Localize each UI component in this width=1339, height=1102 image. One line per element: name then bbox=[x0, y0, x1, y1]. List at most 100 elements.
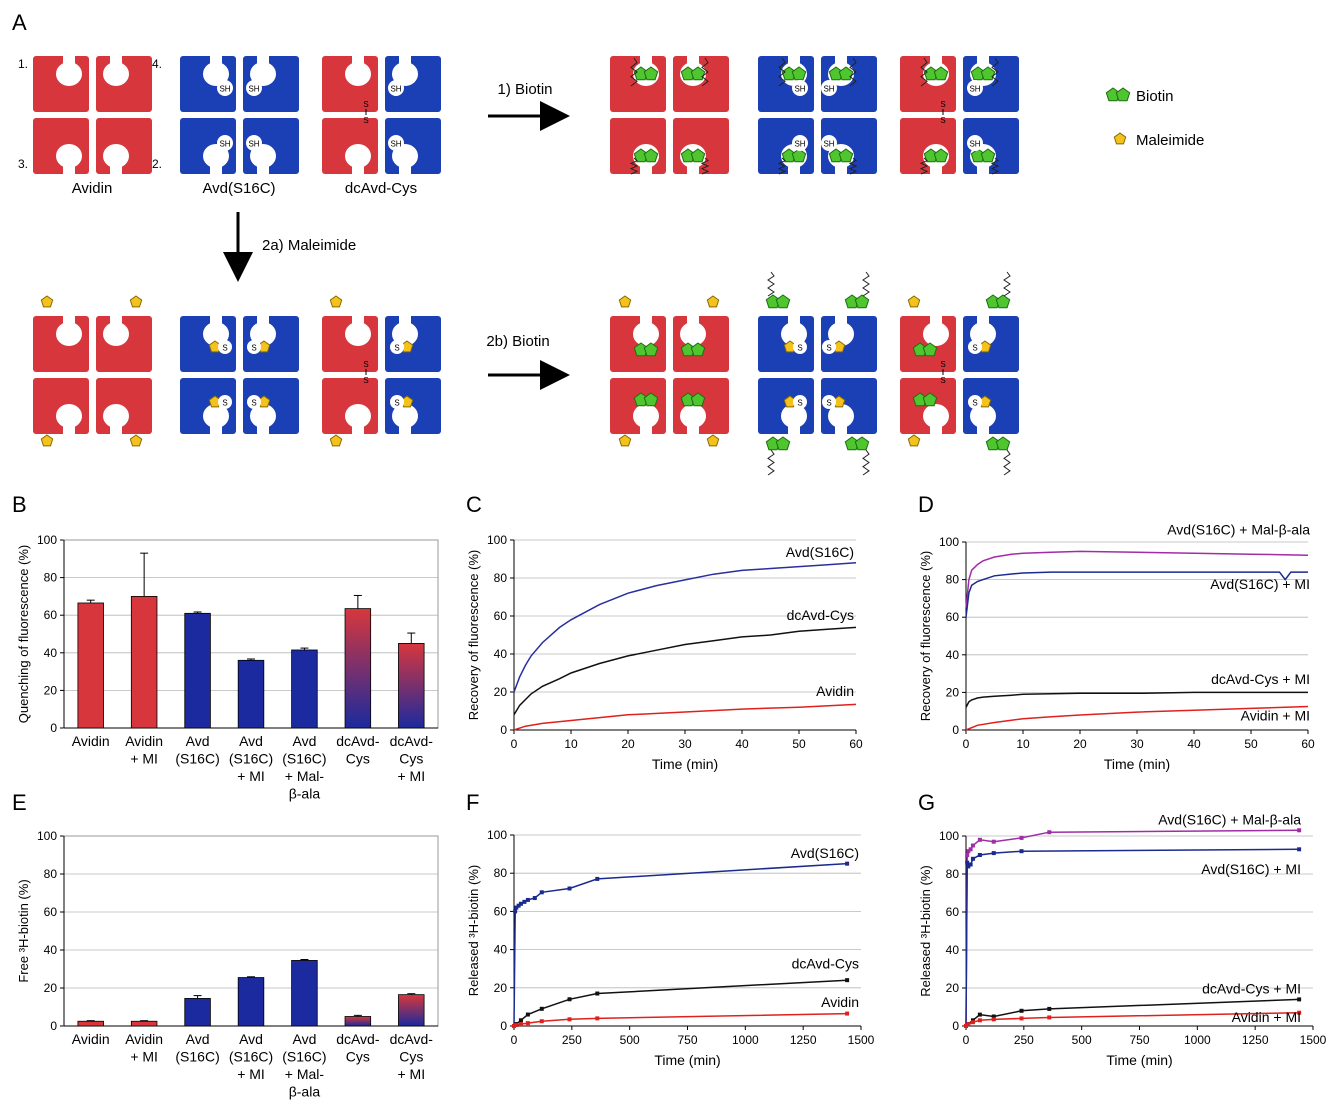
biotin-tail bbox=[629, 157, 639, 175]
biotin-ring bbox=[643, 392, 659, 407]
subunit bbox=[673, 118, 729, 174]
subunit-body bbox=[33, 118, 89, 174]
series-label: dcAvd-Cys + MI bbox=[1202, 981, 1301, 997]
category-label: Cys bbox=[399, 751, 423, 767]
thioether-group bbox=[218, 340, 232, 354]
subunit bbox=[180, 378, 236, 434]
biotin-tail bbox=[778, 57, 786, 87]
subunit-body bbox=[96, 56, 152, 112]
thiol-group bbox=[217, 80, 233, 96]
subunit-number: 4. bbox=[152, 57, 162, 71]
biotin-ring bbox=[690, 148, 706, 163]
thioether-label: S bbox=[394, 399, 399, 408]
series-marker bbox=[516, 903, 521, 908]
y-tick-label: 0 bbox=[50, 1019, 57, 1033]
series-marker bbox=[965, 860, 970, 865]
bar bbox=[344, 608, 372, 729]
series-marker bbox=[525, 1021, 530, 1026]
biotin-tail bbox=[991, 57, 999, 87]
category-label: Avd bbox=[186, 733, 210, 749]
thioether-label: S bbox=[797, 344, 802, 353]
y-axis-label: Recovery of fluorescence (%) bbox=[466, 550, 481, 721]
series-line bbox=[965, 571, 1308, 618]
series-line bbox=[513, 562, 857, 693]
biotin-tail bbox=[767, 449, 775, 476]
x-tick-label: 10 bbox=[1016, 737, 1030, 751]
y-tick-label: 80 bbox=[494, 571, 508, 585]
pocket-channel bbox=[687, 416, 699, 434]
y-tick-label: 80 bbox=[946, 573, 960, 587]
thioether-label: S bbox=[251, 344, 256, 353]
thioether-label: S bbox=[222, 344, 227, 353]
subunit bbox=[322, 316, 378, 372]
x-tick-label: 1250 bbox=[790, 1033, 817, 1047]
biotin-icon bbox=[765, 436, 791, 451]
y-axis-label: Quenching of fluorescence (%) bbox=[16, 545, 31, 723]
pocket-channel bbox=[210, 416, 222, 434]
series-line bbox=[965, 550, 1309, 608]
category-label: Cys bbox=[399, 1049, 423, 1065]
pocket-channel bbox=[63, 56, 75, 74]
y-tick-label: 100 bbox=[487, 828, 507, 842]
biotin-tail bbox=[862, 449, 870, 476]
y-tick-label: 100 bbox=[487, 533, 507, 547]
series-marker bbox=[970, 856, 975, 861]
category-label: Avidin bbox=[125, 1031, 163, 1047]
series-marker bbox=[514, 905, 519, 910]
biotin-tail bbox=[848, 157, 858, 175]
series-line bbox=[965, 705, 1309, 731]
subunit-number: 3. bbox=[18, 157, 28, 171]
disulfide-label: S bbox=[363, 360, 368, 369]
series-marker bbox=[525, 897, 530, 902]
category-label: (S16C) bbox=[175, 751, 219, 767]
x-tick-label: 1000 bbox=[732, 1033, 759, 1047]
thioether-label: S bbox=[797, 399, 802, 408]
series-marker bbox=[991, 1017, 996, 1022]
bar bbox=[77, 1020, 104, 1027]
subunit bbox=[180, 118, 236, 174]
series-marker bbox=[567, 886, 572, 891]
chart-panel-b: 0 20 40 60 80 100 Quenching of fluorescence (%… bbox=[16, 533, 439, 802]
bar bbox=[291, 649, 318, 729]
pocket-channel bbox=[210, 316, 222, 334]
pocket-channel bbox=[835, 416, 847, 434]
series-label: Avidin bbox=[816, 683, 854, 699]
series-marker bbox=[595, 991, 600, 996]
biotin-icon bbox=[633, 392, 659, 407]
protein-label: Avidin bbox=[72, 180, 113, 197]
biotin-ring bbox=[643, 342, 659, 357]
series-marker bbox=[845, 1011, 850, 1016]
subunit bbox=[963, 378, 1019, 434]
series-label: Avd(S16C) + MI bbox=[1210, 576, 1310, 592]
thiol-label: SH bbox=[248, 140, 259, 149]
series-label: Avidin + MI bbox=[1241, 708, 1310, 724]
subunit-body bbox=[96, 378, 152, 434]
thiol-label: SH bbox=[823, 85, 834, 94]
biotin-ring bbox=[791, 148, 807, 163]
subunit-body bbox=[322, 56, 378, 112]
pocket-channel bbox=[257, 316, 269, 334]
series-line bbox=[965, 691, 1308, 708]
category-label: dcAvd- bbox=[336, 733, 380, 749]
pocket-channel bbox=[257, 416, 269, 434]
subunit bbox=[180, 316, 236, 372]
bar bbox=[398, 643, 425, 729]
series-marker bbox=[1019, 835, 1024, 840]
thioether-label: S bbox=[972, 344, 977, 353]
biotin-tail bbox=[849, 57, 857, 87]
category-label: β-ala bbox=[289, 786, 321, 802]
y-tick-label: 60 bbox=[44, 905, 58, 919]
biotin-tail bbox=[862, 271, 870, 297]
biotin-icon bbox=[923, 148, 949, 163]
pocket-channel bbox=[399, 156, 411, 174]
step-label-biotin-2: 2b) Biotin bbox=[486, 333, 549, 350]
biotin-icon bbox=[781, 66, 807, 81]
subunit-body bbox=[322, 118, 378, 174]
series-marker bbox=[567, 1017, 572, 1022]
y-tick-label: 100 bbox=[939, 829, 959, 843]
pocket-channel bbox=[930, 316, 942, 334]
y-tick-label: 20 bbox=[494, 981, 508, 995]
biotin-icon bbox=[680, 148, 706, 163]
category-label: + Mal- bbox=[285, 1066, 325, 1082]
